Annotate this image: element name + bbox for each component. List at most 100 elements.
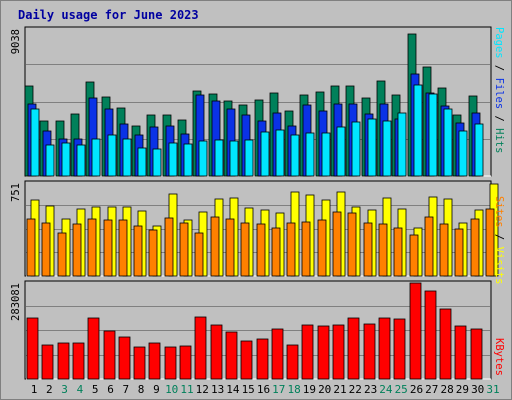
- day-label-2: 2: [46, 383, 53, 396]
- bar-kbytes-day-14: [225, 331, 238, 380]
- bar-sites-day-29: [454, 228, 464, 277]
- bar-kbytes-day-27: [424, 290, 437, 380]
- day-label-23: 23: [364, 383, 377, 396]
- bar-sites-day-11: [179, 222, 189, 277]
- day-label-12: 12: [196, 383, 209, 396]
- bar-pages-day-2: [45, 144, 55, 177]
- day-label-26: 26: [410, 383, 423, 396]
- day-label-10: 10: [165, 383, 178, 396]
- bar-kbytes-day-24: [378, 317, 391, 380]
- bar-pages-day-12: [198, 140, 208, 177]
- bar-kbytes-day-4: [72, 342, 85, 380]
- legend-sites-visits: Sites / Visits: [493, 196, 505, 285]
- bar-pages-day-17: [275, 129, 285, 177]
- bar-kbytes-day-18: [286, 344, 299, 380]
- bar-kbytes-day-16: [256, 338, 269, 380]
- bar-sites-day-15: [240, 222, 250, 277]
- bar-sites-day-26: [409, 234, 419, 277]
- legend-pages-files-hits-part-0: Pages: [493, 27, 505, 59]
- bar-sites-day-30: [470, 218, 480, 277]
- bar-kbytes-day-20: [317, 325, 330, 380]
- day-label-1: 1: [31, 383, 38, 396]
- bar-sites-day-5: [87, 218, 97, 277]
- day-label-31: 31: [486, 383, 499, 396]
- bar-pages-day-1: [30, 108, 40, 177]
- day-label-18: 18: [287, 383, 300, 396]
- bar-sites-day-23: [363, 222, 373, 277]
- bar-pages-day-20: [321, 132, 331, 177]
- bar-sites-day-7: [118, 219, 128, 277]
- day-label-28: 28: [440, 383, 453, 396]
- day-label-30: 30: [471, 383, 484, 396]
- bar-sites-day-19: [301, 221, 311, 277]
- bar-kbytes-day-12: [194, 316, 207, 380]
- bar-sites-day-31: [485, 208, 495, 277]
- bar-kbytes-day-26: [409, 282, 422, 380]
- bar-pages-day-25: [397, 112, 407, 177]
- legend-sites-visits-part-2: Visits: [493, 247, 505, 285]
- bar-sites-day-14: [225, 218, 235, 277]
- bar-pages-day-15: [244, 139, 254, 177]
- legend-pages-files-hits-part-1: /: [493, 59, 505, 78]
- legend-sites-visits-part-0: Sites: [493, 196, 505, 228]
- bar-pages-day-24: [382, 120, 392, 177]
- bar-sites-day-9: [148, 229, 158, 277]
- bar-kbytes-day-3: [57, 342, 70, 380]
- bar-pages-day-10: [168, 142, 178, 177]
- bar-sites-day-22: [347, 212, 357, 277]
- bar-sites-day-20: [317, 219, 327, 277]
- bar-kbytes-day-6: [103, 330, 116, 380]
- bar-pages-day-18: [290, 134, 300, 177]
- bar-kbytes-day-5: [87, 317, 100, 380]
- day-label-25: 25: [395, 383, 408, 396]
- bar-sites-day-28: [439, 223, 449, 277]
- bar-kbytes-day-22: [347, 317, 360, 380]
- bar-kbytes-day-13: [210, 324, 223, 380]
- bar-kbytes-day-15: [240, 340, 253, 380]
- bar-kbytes-day-28: [439, 308, 452, 380]
- bar-sites-day-24: [378, 223, 388, 277]
- bar-pages-day-30: [474, 123, 484, 177]
- bar-sites-day-21: [332, 211, 342, 277]
- y-max-label-pages-files-hits: 9038: [10, 29, 22, 54]
- bar-kbytes-day-1: [26, 317, 39, 380]
- bar-kbytes-day-17: [271, 328, 284, 380]
- day-label-9: 9: [153, 383, 160, 396]
- legend-pages-files-hits-part-4: Hits: [493, 128, 505, 153]
- day-label-6: 6: [107, 383, 114, 396]
- bar-kbytes-day-9: [148, 342, 161, 380]
- day-label-17: 17: [272, 383, 285, 396]
- legend-pages-files-hits: Pages / Files / Hits: [493, 27, 505, 153]
- bar-kbytes-day-11: [179, 345, 192, 380]
- bar-kbytes-day-8: [133, 346, 146, 380]
- bar-pages-day-21: [336, 126, 346, 177]
- day-label-19: 19: [303, 383, 316, 396]
- day-label-3: 3: [61, 383, 68, 396]
- y-max-label-kbytes: 283081: [10, 283, 22, 321]
- day-label-7: 7: [122, 383, 129, 396]
- legend-pages-files-hits-part-2: Files: [493, 78, 505, 110]
- day-label-21: 21: [333, 383, 346, 396]
- bar-pages-day-19: [305, 132, 315, 177]
- bar-kbytes-day-10: [164, 346, 177, 380]
- day-label-24: 24: [379, 383, 393, 396]
- legend-kbytes: KBytes: [493, 338, 505, 376]
- bar-pages-day-23: [367, 118, 377, 177]
- day-label-16: 16: [257, 383, 270, 396]
- day-label-14: 14: [226, 383, 240, 396]
- legend-kbytes-part-0: KBytes: [493, 338, 505, 376]
- chart-title: Daily usage for June 2023: [18, 8, 199, 22]
- bar-kbytes-day-2: [41, 344, 54, 380]
- bar-sites-day-2: [41, 222, 51, 277]
- bar-sites-day-13: [210, 216, 220, 277]
- bar-kbytes-day-7: [118, 336, 131, 380]
- bar-sites-day-16: [256, 223, 266, 277]
- bar-pages-day-27: [428, 93, 438, 177]
- bar-sites-day-17: [271, 227, 281, 277]
- bar-pages-day-22: [351, 121, 361, 177]
- bar-pages-day-8: [137, 147, 147, 177]
- bar-sites-day-8: [133, 225, 143, 277]
- bar-sites-day-1: [26, 218, 36, 277]
- bar-pages-day-9: [152, 148, 162, 177]
